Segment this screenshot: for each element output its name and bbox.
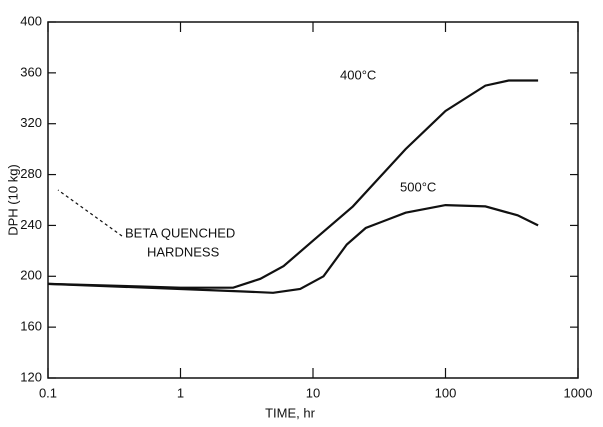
x-tick-label: 10	[306, 385, 320, 400]
y-tick-label: 160	[20, 319, 42, 334]
annotation: HARDNESS	[147, 244, 220, 259]
plot-frame	[47, 21, 579, 379]
y-tick-label: 120	[20, 369, 42, 384]
y-tick-label: 280	[20, 166, 42, 181]
series-label: 500°C	[400, 179, 436, 194]
x-tick-label: 100	[435, 385, 457, 400]
x-axis-label: TIME, hr	[265, 405, 316, 420]
y-tick-label: 360	[20, 64, 42, 79]
y-axis-label: DPH (10 kg)	[5, 164, 20, 236]
series-label: 400°C	[340, 67, 376, 82]
series-line	[47, 79, 539, 289]
annotation: BETA QUENCHED	[125, 225, 235, 240]
x-tick-label: 1000	[564, 385, 593, 400]
y-tick-label: 200	[20, 268, 42, 283]
y-tick-label: 400	[20, 13, 42, 28]
series-line	[47, 203, 539, 294]
annotation-leader	[57, 189, 123, 237]
y-tick-label: 240	[20, 217, 42, 232]
x-tick-label: 1	[177, 385, 184, 400]
x-tick-label: 0.1	[39, 385, 57, 400]
y-tick-label: 320	[20, 115, 42, 130]
